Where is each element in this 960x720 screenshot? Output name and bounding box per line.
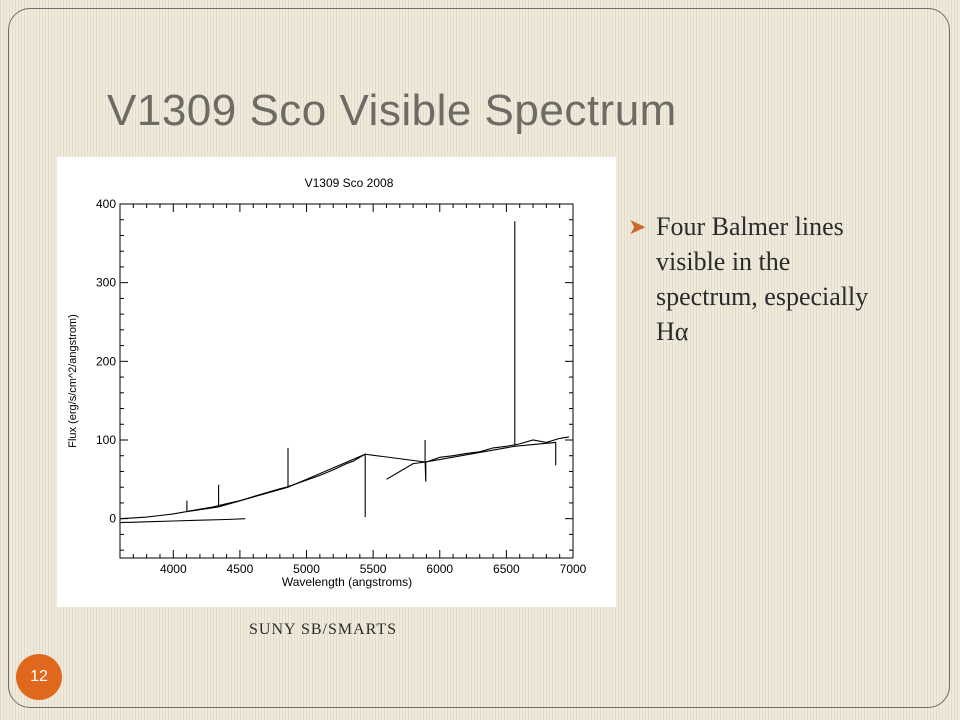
slide-frame [8, 8, 950, 708]
plot-frame [119, 203, 574, 559]
arrowhead-bullet-icon: ➤ [628, 214, 647, 239]
y-tick-label: 200 [96, 354, 116, 368]
bullet-text: Four Balmer lines visible in the spectru… [656, 212, 869, 346]
image-credit: SUNY SB/SMARTS [249, 621, 398, 638]
y-axis-label: Flux (erg/s/cm^2/angstrom) [67, 314, 79, 448]
x-tick-label: 6500 [493, 562, 520, 576]
x-tick-label: 4000 [160, 562, 187, 576]
bullet-point: ➤ Four Balmer lines visible in the spect… [628, 209, 898, 349]
y-tick-label: 0 [109, 512, 116, 526]
x-axis-label: Wavelength (angstroms) [282, 575, 412, 589]
spectrum-series-0 [119, 453, 366, 520]
y-tick-label: 100 [96, 433, 116, 447]
page-number-badge: 12 [16, 654, 62, 700]
y-tick-label: 300 [96, 276, 116, 290]
series-layer [119, 221, 570, 524]
x-tick-label: 5000 [293, 562, 320, 576]
spectrum-series-2 [386, 436, 570, 480]
y-tick-label: 400 [96, 197, 116, 211]
axes-layer: 4000 4500 5000 5500 6000 6500 7000 0 100 200 300 40… [96, 197, 587, 576]
slide-title: V1309 Sco Visible Spectrum [107, 86, 677, 135]
spectrum-chart-svg: V1309 Sco 2008 4000 4500 5000 5500 6000 6500 7… [67, 176, 587, 589]
spectrum-series-3 [186, 221, 557, 518]
x-tick-label: 5500 [360, 562, 387, 576]
spectrum-series-1 [119, 518, 246, 524]
spectrum-chart: V1309 Sco 2008 4000 4500 5000 5500 6000 6500 7… [57, 157, 616, 607]
x-tick-label: 7000 [560, 562, 587, 576]
x-tick-label: 6000 [426, 562, 453, 576]
chart-title: V1309 Sco 2008 [305, 176, 394, 190]
x-tick-label: 4500 [227, 562, 254, 576]
